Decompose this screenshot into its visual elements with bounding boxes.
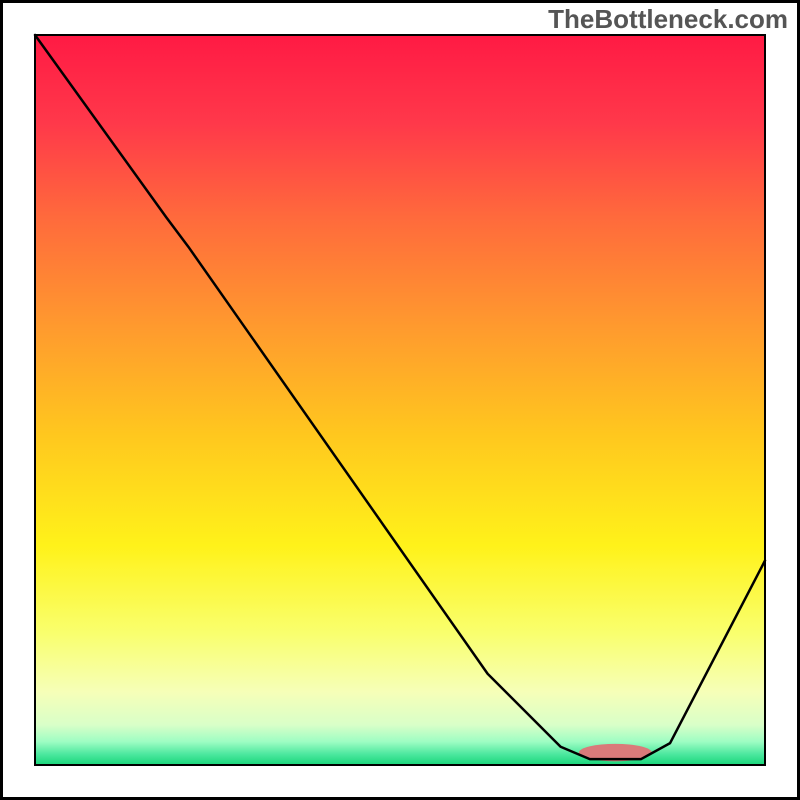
chart-frame: TheBottleneck.com [0,0,800,800]
bottleneck-chart [0,0,800,800]
